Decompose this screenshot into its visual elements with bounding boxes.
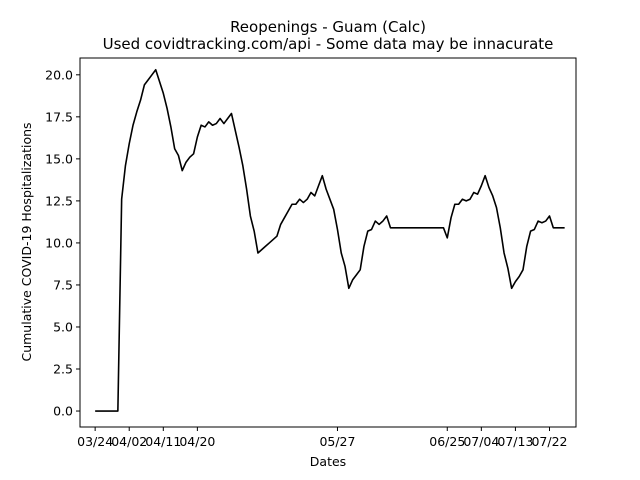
y-tick-label: 5.0 [53, 319, 73, 334]
chart-subtitle: Used covidtracking.com/api - Some data m… [103, 35, 554, 53]
y-tick-label: 10.0 [45, 235, 73, 250]
x-tick-label: 07/13 [497, 434, 533, 449]
y-tick-label: 17.5 [45, 109, 73, 124]
y-tick-label: 2.5 [53, 362, 73, 377]
y-axis: 0.0 2.5 5.0 7.5 10.0 12.5 15.0 17.5 20.0 [45, 67, 80, 419]
x-tick-label: 06/25 [429, 434, 465, 449]
y-tick-label: 15.0 [45, 151, 73, 166]
x-tick-label: 04/20 [179, 434, 215, 449]
chart-title: Reopenings - Guam (Calc) [230, 18, 426, 36]
x-tick-label: 05/27 [319, 434, 355, 449]
x-tick-label: 07/04 [463, 434, 499, 449]
series-line-0 [95, 68, 565, 412]
x-tick-label: 04/02 [111, 434, 147, 449]
y-tick-label: 7.5 [53, 277, 73, 292]
x-axis-label: Dates [310, 454, 346, 469]
y-tick-label: 12.5 [45, 193, 73, 208]
y-tick-label: 20.0 [45, 67, 73, 82]
plot-area-frame [79, 57, 577, 428]
y-tick-label: 0.0 [53, 404, 73, 419]
x-tick-label: 03/24 [77, 434, 113, 449]
x-tick-label: 07/22 [531, 434, 567, 449]
x-tick-label: 04/11 [145, 434, 181, 449]
y-axis-label: Cumulative COVID-19 Hospitalizations [19, 122, 34, 361]
